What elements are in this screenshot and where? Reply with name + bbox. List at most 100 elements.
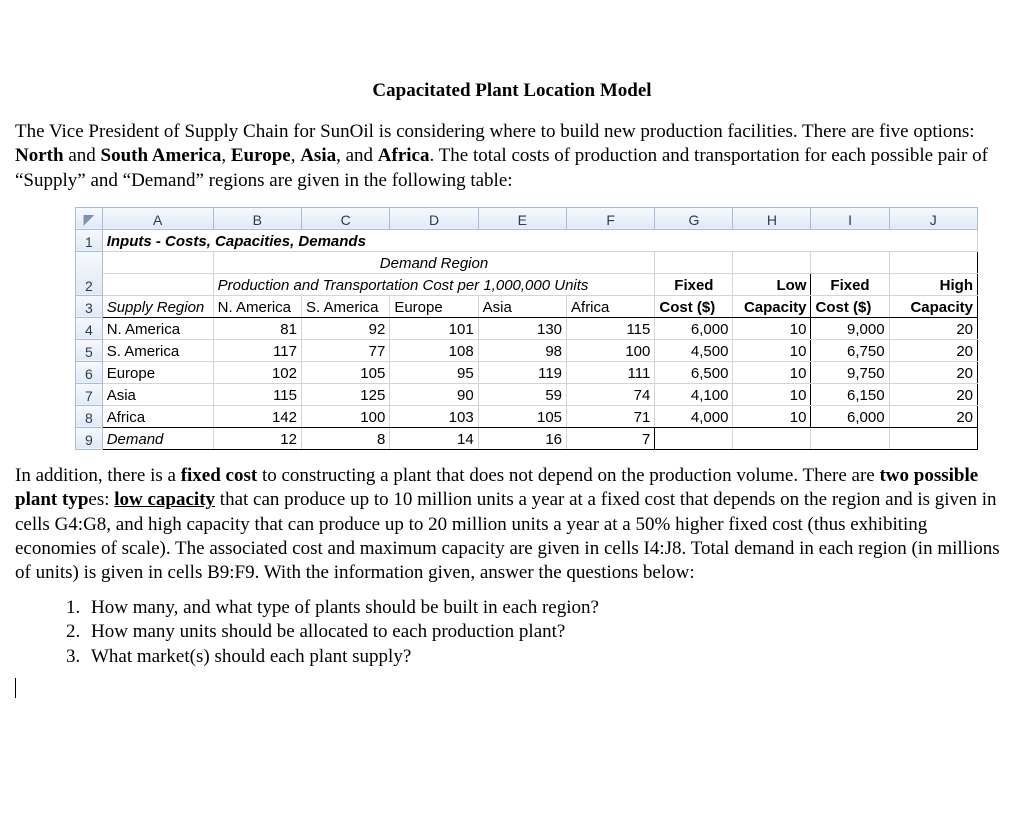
col-letter: G xyxy=(655,207,733,229)
para-bold: fixed cost xyxy=(181,465,258,486)
cell: 12 xyxy=(213,427,301,449)
intro-text: The Vice President of Supply Chain for S… xyxy=(15,121,975,142)
intro-bold: North xyxy=(15,145,64,166)
section-header: Inputs - Costs, Capacities, Demands xyxy=(102,229,977,251)
col-letter: F xyxy=(567,207,655,229)
row-number: 2 xyxy=(76,251,103,295)
cell: Supply Region xyxy=(102,295,213,317)
row-number: 4 xyxy=(76,317,103,339)
list-item: What market(s) should each plant supply? xyxy=(85,645,1009,670)
cell: 8 xyxy=(301,427,389,449)
cell: 20 xyxy=(889,339,977,361)
cell: 4,500 xyxy=(655,339,733,361)
table-row: 7 Asia 115 125 90 59 74 4,100 10 6,150 2… xyxy=(76,383,978,405)
cell: Asia xyxy=(102,383,213,405)
cell: 14 xyxy=(390,427,478,449)
cell: 81 xyxy=(213,317,301,339)
cell: 10 xyxy=(733,361,811,383)
cell: 95 xyxy=(390,361,478,383)
col-letter: E xyxy=(478,207,566,229)
table-row: 6 Europe 102 105 95 119 111 6,500 10 9,7… xyxy=(76,361,978,383)
cell: 10 xyxy=(733,317,811,339)
cell xyxy=(733,251,811,273)
cell: 115 xyxy=(567,317,655,339)
page-title: Capacitated Plant Location Model xyxy=(15,80,1009,102)
cell: Capacity xyxy=(733,295,811,317)
cell: 100 xyxy=(301,405,389,427)
cell: 101 xyxy=(390,317,478,339)
para-text: In addition, there is a xyxy=(15,465,181,486)
col-letter: J xyxy=(889,207,977,229)
question-list: How many, and what type of plants should… xyxy=(55,596,1009,670)
table-row: 2 Demand Region xyxy=(76,251,978,273)
cell: 103 xyxy=(390,405,478,427)
cell: Fixed xyxy=(811,273,889,295)
col-letter: H xyxy=(733,207,811,229)
cell xyxy=(889,427,977,449)
cell xyxy=(889,251,977,273)
cell xyxy=(811,251,889,273)
row-number: 3 xyxy=(76,295,103,317)
intro-bold: Africa xyxy=(378,145,430,166)
cell: S. America xyxy=(102,339,213,361)
intro-bold: South America xyxy=(101,145,222,166)
col-letter: C xyxy=(301,207,389,229)
cell: 20 xyxy=(889,317,977,339)
cell: 7 xyxy=(567,427,655,449)
demand-region-label: Demand Region xyxy=(213,251,655,273)
cell: 108 xyxy=(390,339,478,361)
cell: High xyxy=(889,273,977,295)
table-row: 9 Demand 12 8 14 16 7 xyxy=(76,427,978,449)
cell: 71 xyxy=(567,405,655,427)
table-row: 4 N. America 81 92 101 130 115 6,000 10 … xyxy=(76,317,978,339)
cell: 10 xyxy=(733,383,811,405)
col-letter: A xyxy=(102,207,213,229)
para-text: to constructing a plant that does not de… xyxy=(257,465,879,486)
table-row: 8 Africa 142 100 103 105 71 4,000 10 6,0… xyxy=(76,405,978,427)
cell xyxy=(102,273,213,295)
cell: Fixed xyxy=(655,273,733,295)
cell xyxy=(733,427,811,449)
cell: 90 xyxy=(390,383,478,405)
cell: 105 xyxy=(301,361,389,383)
intro-text: , xyxy=(291,145,301,166)
cell: 111 xyxy=(567,361,655,383)
cell xyxy=(102,251,213,273)
cell: 10 xyxy=(733,405,811,427)
intro-bold: Europe xyxy=(231,145,291,166)
table-row: 1 Inputs - Costs, Capacities, Demands xyxy=(76,229,978,251)
cell xyxy=(655,427,733,449)
cell: Africa xyxy=(102,405,213,427)
document-page: Capacitated Plant Location Model The Vic… xyxy=(0,0,1024,699)
cell: 6,750 xyxy=(811,339,889,361)
row-number: 6 xyxy=(76,361,103,383)
cell: 77 xyxy=(301,339,389,361)
cell: 6,000 xyxy=(811,405,889,427)
intro-text: and xyxy=(64,145,101,166)
column-header-row: ◤ A B C D E F G H I J xyxy=(76,207,978,229)
col-letter: B xyxy=(213,207,301,229)
cell: 115 xyxy=(213,383,301,405)
para-bold-underline: low capacity xyxy=(114,489,215,510)
intro-bold: Asia xyxy=(300,145,336,166)
cell: 6,000 xyxy=(655,317,733,339)
spreadsheet: ◤ A B C D E F G H I J 1 Inputs - Costs, … xyxy=(75,207,978,450)
row-number: 8 xyxy=(76,405,103,427)
cell: 100 xyxy=(567,339,655,361)
cell: Cost ($) xyxy=(811,295,889,317)
cell: 105 xyxy=(478,405,566,427)
intro-paragraph: The Vice President of Supply Chain for S… xyxy=(15,120,1009,193)
cell: 98 xyxy=(478,339,566,361)
cell: 4,100 xyxy=(655,383,733,405)
row-number: 5 xyxy=(76,339,103,361)
cell: S. America xyxy=(301,295,389,317)
cell: Low xyxy=(733,273,811,295)
cell: 59 xyxy=(478,383,566,405)
list-item: How many units should be allocated to ea… xyxy=(85,620,1009,645)
cell: 119 xyxy=(478,361,566,383)
cell: Demand xyxy=(102,427,213,449)
cell: Capacity xyxy=(889,295,977,317)
cell: Africa xyxy=(567,295,655,317)
table-row: 5 S. America 117 77 108 98 100 4,500 10 … xyxy=(76,339,978,361)
intro-text: , xyxy=(221,145,231,166)
